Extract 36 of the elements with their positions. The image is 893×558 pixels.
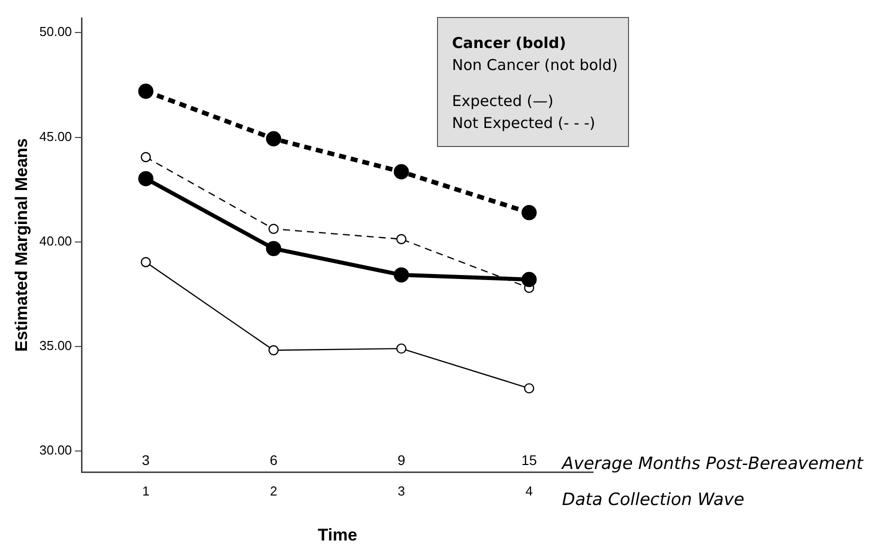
y-tick-label: 40.00 (39, 233, 72, 248)
annotation: Non Cancer (not bold) (452, 55, 618, 76)
annotation: 3 (142, 452, 150, 468)
point (268, 345, 279, 356)
x-tick-label: 4 (526, 483, 533, 498)
point (396, 343, 406, 354)
point (268, 224, 279, 234)
annotation: Cancer (bold) (452, 33, 568, 54)
annotation: 15 (521, 452, 538, 468)
point (394, 267, 409, 283)
y-tick-label: 50.00 (39, 24, 72, 40)
annotation: Not Expected (- - -) (452, 113, 596, 134)
point (522, 272, 537, 288)
point (522, 204, 537, 220)
point (524, 383, 534, 394)
y-tick-label: 30.00 (39, 442, 72, 458)
point (138, 84, 154, 99)
x-tick-label: 2 (270, 483, 278, 498)
x-tick-label: 3 (398, 483, 405, 498)
y-tick-label: 35.00 (39, 338, 72, 354)
text: Data Collection Wave (562, 489, 746, 512)
point (140, 257, 151, 268)
annotation: Expected (—) (452, 91, 554, 112)
point (138, 171, 154, 186)
x-tick-label: 1 (142, 483, 150, 498)
x-axis-title: Time (318, 525, 358, 544)
point (396, 234, 406, 244)
y-axis-title: Estimated Marginal Means (12, 138, 31, 352)
point (266, 131, 282, 146)
point (140, 152, 151, 162)
y-tick-label: 45.00 (39, 128, 72, 144)
annotation: 6 (270, 452, 278, 468)
point (266, 240, 282, 256)
annotation: 9 (397, 452, 406, 468)
annotation: Average Months Post-Bereavement (562, 453, 864, 476)
point (394, 164, 409, 180)
